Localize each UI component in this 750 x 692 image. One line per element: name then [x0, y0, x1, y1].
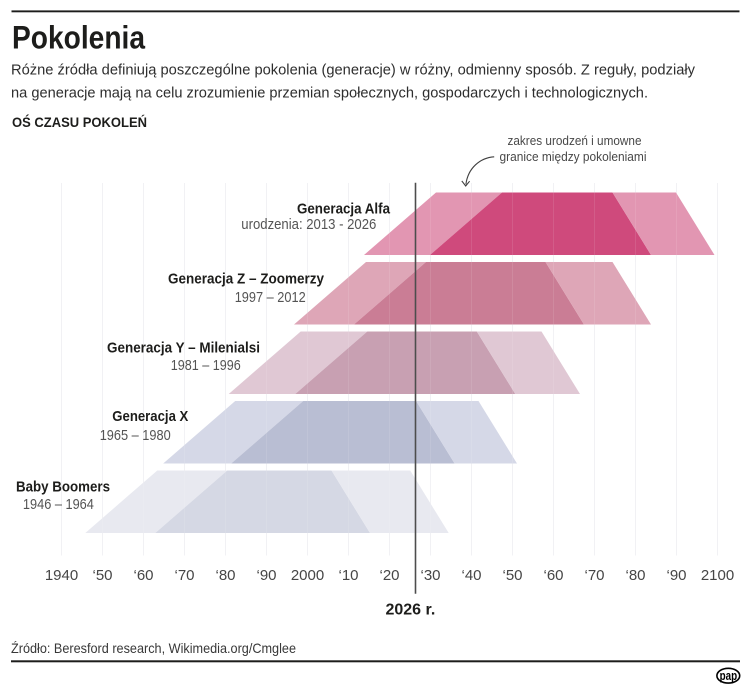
svg-text:pap: pap — [720, 669, 738, 683]
svg-text:urodzenia: 2013 - 2026: urodzenia: 2013 - 2026 — [241, 216, 376, 233]
svg-text:‘80: ‘80 — [625, 567, 645, 584]
svg-text:zakres urodzeń i umowne: zakres urodzeń i umowne — [508, 134, 642, 148]
svg-text:Generacja Alfa: Generacja Alfa — [297, 201, 391, 218]
svg-text:1981 – 1996: 1981 – 1996 — [171, 357, 241, 374]
svg-text:Baby Boomers: Baby Boomers — [16, 479, 110, 496]
svg-text:Pokolenia: Pokolenia — [12, 20, 145, 56]
svg-text:1965 – 1980: 1965 – 1980 — [100, 427, 171, 444]
svg-text:‘20: ‘20 — [379, 567, 399, 584]
svg-text:2100: 2100 — [701, 567, 734, 584]
svg-text:Generacja X: Generacja X — [112, 408, 188, 425]
svg-text:na generacje mają na celu zroz: na generacje mają na celu zrozumienie pr… — [11, 84, 648, 101]
svg-text:‘60: ‘60 — [133, 567, 153, 584]
svg-text:Generacja Y – Milenialsi: Generacja Y – Milenialsi — [107, 340, 260, 357]
svg-text:‘50: ‘50 — [92, 567, 112, 584]
svg-text:‘90: ‘90 — [256, 567, 276, 584]
svg-text:‘30: ‘30 — [420, 567, 440, 584]
svg-text:2026 r.: 2026 r. — [385, 602, 435, 619]
svg-text:1997 – 2012: 1997 – 2012 — [235, 289, 306, 306]
svg-text:‘40: ‘40 — [461, 567, 481, 584]
svg-text:‘60: ‘60 — [543, 567, 563, 584]
svg-text:‘10: ‘10 — [338, 567, 358, 584]
svg-text:‘80: ‘80 — [215, 567, 235, 584]
svg-text:2000: 2000 — [291, 567, 324, 584]
svg-text:‘70: ‘70 — [584, 567, 604, 584]
svg-text:Różne źródła definiują poszcze: Różne źródła definiują poszczególne poko… — [11, 61, 695, 78]
svg-text:‘90: ‘90 — [666, 567, 686, 584]
svg-text:Źródło: Beresford research, Wi: Źródło: Beresford research, Wikimedia.or… — [11, 640, 296, 656]
svg-text:1940: 1940 — [45, 567, 78, 584]
svg-text:‘50: ‘50 — [502, 567, 522, 584]
svg-text:granice między pokoleniami: granice między pokoleniami — [500, 150, 647, 164]
svg-text:1946 – 1964: 1946 – 1964 — [23, 496, 94, 513]
svg-text:OŚ CZASU POKOLEŃ: OŚ CZASU POKOLEŃ — [12, 113, 147, 130]
svg-text:Generacja Z – Zoomerzy: Generacja Z – Zoomerzy — [168, 271, 325, 288]
svg-text:‘70: ‘70 — [174, 567, 194, 584]
